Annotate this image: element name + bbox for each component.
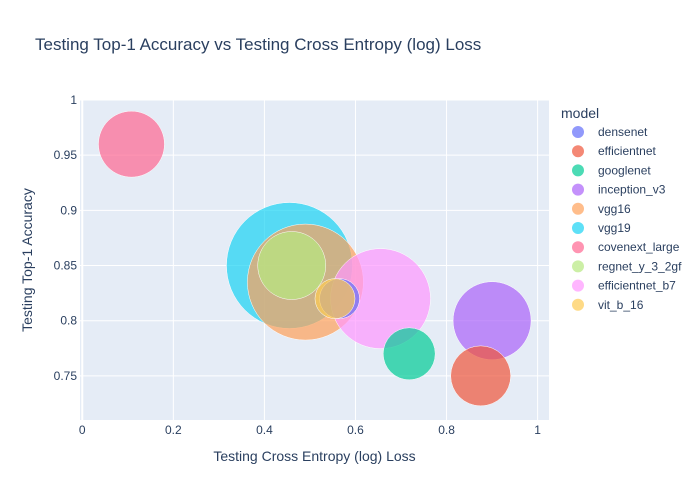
legend-label[interactable]: densenet — [598, 125, 648, 139]
legend-marker[interactable] — [572, 241, 584, 254]
legend: model densenet efficientnet googlenet incep… — [561, 105, 682, 312]
y-tick-label: 0.9 — [60, 203, 77, 217]
legend-label[interactable]: efficientnet — [598, 144, 656, 158]
y-tick-label: 0.8 — [60, 314, 77, 328]
x-tick-label: 0.8 — [438, 423, 455, 437]
chart-title: Testing Top-1 Accuracy vs Testing Cross … — [35, 35, 481, 54]
x-tick-label: 0 — [79, 423, 86, 437]
legend-marker[interactable] — [572, 183, 584, 196]
y-axis-ticks: 0.75 0.8 0.85 0.9 0.95 1 — [54, 93, 78, 383]
legend-label[interactable]: covenext_large — [598, 240, 680, 254]
bubble-vit-b-16[interactable] — [314, 278, 356, 319]
x-axis-ticks: 0 0.2 0.4 0.6 0.8 1 — [79, 423, 541, 437]
bubble-covenext-large[interactable] — [98, 110, 165, 178]
legend-marker[interactable] — [572, 222, 584, 234]
legend-marker[interactable] — [572, 260, 584, 273]
legend-marker[interactable] — [572, 164, 584, 177]
legend-marker[interactable] — [572, 279, 584, 292]
legend-marker[interactable] — [572, 145, 584, 158]
x-axis-title: Testing Cross Entropy (log) Loss — [213, 448, 415, 464]
y-tick-label: 0.75 — [54, 369, 78, 383]
legend-label[interactable]: googlenet — [598, 163, 651, 177]
legend-marker[interactable] — [572, 202, 584, 215]
legend-label[interactable]: regnet_y_3_2gf — [598, 259, 682, 273]
y-axis-title: Testing Top-1 Accuracy — [19, 188, 35, 332]
x-tick-label: 0.6 — [347, 423, 364, 437]
legend-label[interactable]: inception_v3 — [598, 183, 666, 197]
bubble-efficientnet[interactable] — [450, 345, 511, 407]
legend-marker[interactable] — [572, 126, 584, 138]
legend-label[interactable]: vgg16 — [598, 202, 631, 216]
legend-label[interactable]: vgg19 — [598, 221, 631, 235]
x-tick-label: 0.4 — [256, 423, 273, 437]
y-tick-label: 1 — [70, 93, 77, 107]
bubble-regnet-y-3-2gf[interactable] — [257, 231, 326, 300]
x-tick-label: 0.2 — [165, 423, 182, 437]
bubbles — [98, 110, 532, 407]
legend-label[interactable]: efficientnet_b7 — [598, 279, 676, 293]
y-tick-label: 0.95 — [54, 148, 78, 162]
bubble-googlenet[interactable] — [382, 327, 436, 381]
y-tick-label: 0.85 — [54, 259, 78, 273]
legend-title: model — [561, 105, 599, 121]
legend-label[interactable]: vit_b_16 — [598, 298, 644, 312]
legend-marker[interactable] — [572, 298, 584, 311]
x-tick-label: 1 — [534, 423, 541, 437]
